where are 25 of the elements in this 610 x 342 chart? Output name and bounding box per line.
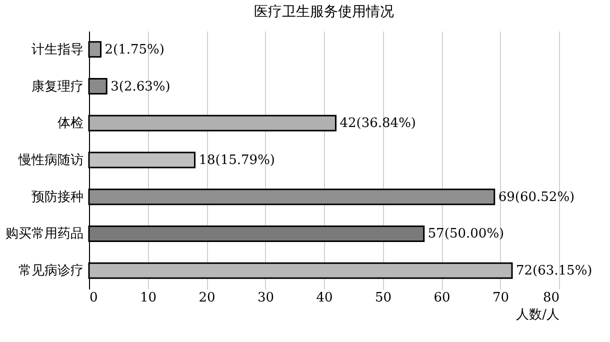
- y-tick-label: 常见病诊疗: [18, 264, 84, 279]
- data-label: 72(63.15%): [516, 264, 592, 279]
- y-tick-label: 慢性病随访: [18, 152, 84, 168]
- data-label: 57(50.00%): [428, 226, 504, 242]
- x-tick-label: 30: [257, 290, 274, 306]
- y-tick-label: 购买常用药品: [6, 226, 84, 242]
- x-tick-label: 10: [140, 290, 157, 306]
- data-label: 42(36.84%): [340, 116, 416, 132]
- y-tick-label: 体检: [58, 116, 84, 132]
- x-tick-label: 70: [492, 290, 510, 306]
- x-tick-label: 0: [90, 290, 98, 306]
- x-tick-label: 60: [434, 290, 450, 306]
- data-label: 3(2.63%): [110, 79, 170, 94]
- data-label: 69(60.52%): [498, 190, 575, 205]
- x-tick-label: 50: [374, 290, 392, 306]
- x-axis-title: 人数/人: [516, 308, 560, 322]
- x-tick-label: 40: [316, 290, 333, 306]
- data-label: 2(1.75%): [104, 42, 164, 58]
- x-tick-label: 20: [198, 290, 216, 306]
- y-tick-label: 康复理疗: [32, 79, 84, 94]
- chart-title: 医疗卫生服务使用情况: [254, 4, 394, 20]
- data-label: 18(15.79%): [198, 153, 276, 168]
- x-tick-label: 80: [542, 290, 560, 306]
- y-tick-label: 计生指导: [32, 42, 84, 58]
- y-tick-label: 预防接种: [32, 190, 84, 205]
